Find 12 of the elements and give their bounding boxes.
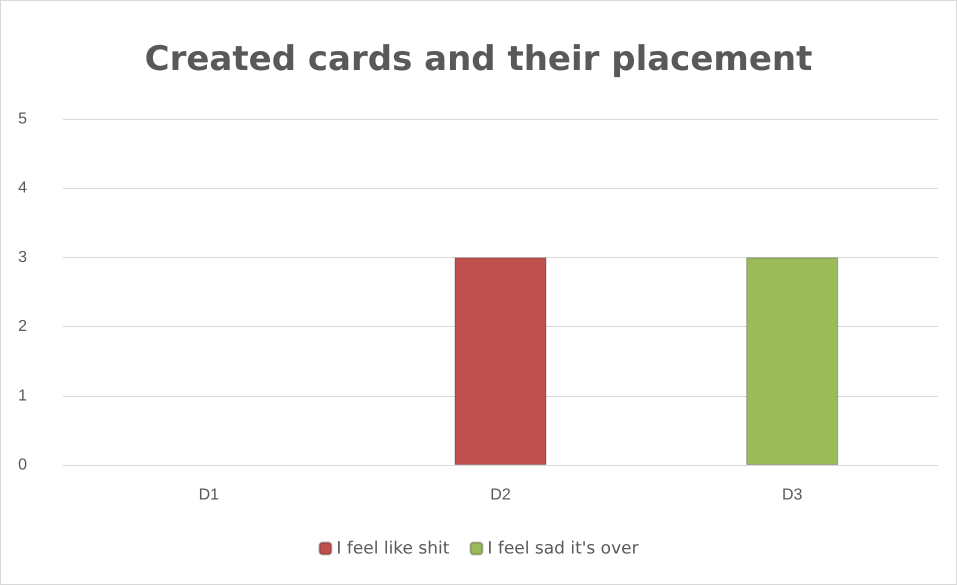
y-tick-label: 5 [18, 110, 28, 128]
y-tick-label: 0 [18, 456, 28, 474]
x-tick-label: D3 [782, 486, 802, 504]
x-tick-label: D2 [490, 486, 511, 504]
y-tick-label: 1 [18, 387, 28, 404]
y-tick-label: 2 [18, 318, 28, 336]
y-tick-label: 3 [18, 248, 28, 266]
chart-title: Created cards and their placement [144, 39, 812, 79]
legend-label: I feel like shit [336, 538, 450, 558]
x-tick-label: D1 [198, 486, 220, 504]
y-tick-label: 4 [18, 180, 28, 197]
legend-label: I feel sad it's over [487, 538, 639, 558]
